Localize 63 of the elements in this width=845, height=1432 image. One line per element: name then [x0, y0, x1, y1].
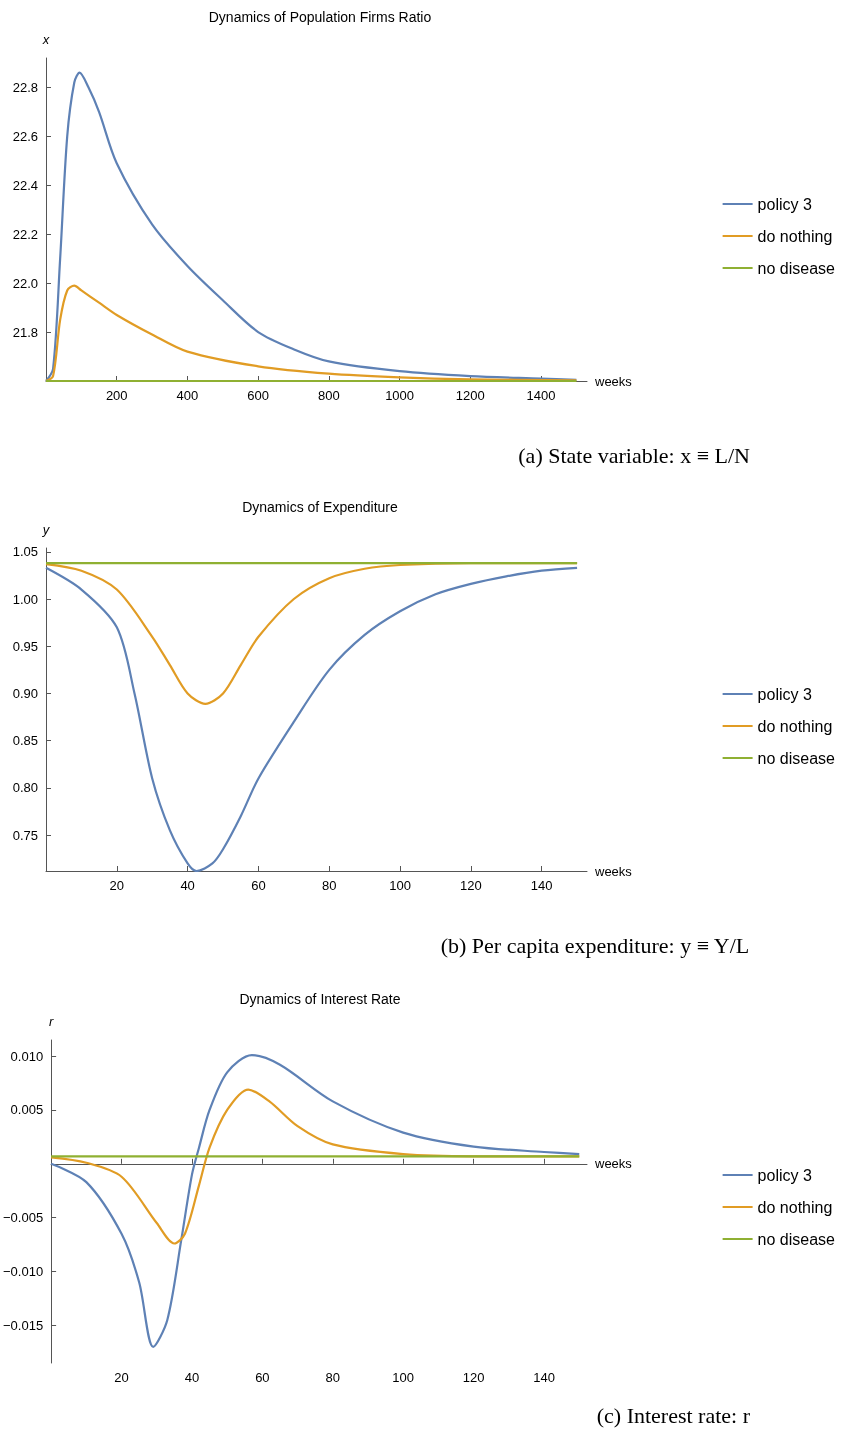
- x-tick-label: 600: [247, 388, 270, 403]
- y-tick-label: 22.2: [12, 226, 38, 242]
- text: (b) Per capita expenditure: y ≡ Y/L: [440, 932, 750, 958]
- line-series: [44, 566, 579, 873]
- x-tick-label: 100: [392, 1370, 415, 1385]
- x-tick-label: 200: [105, 388, 128, 403]
- x-axis-title: weeks: [594, 373, 633, 389]
- x-tick-label: 800: [318, 388, 340, 403]
- y-tick-label: 22.8: [12, 79, 38, 95]
- y-tick-label: 22.4: [12, 177, 38, 193]
- x-axis-title: weeks: [594, 1156, 633, 1172]
- y-tick-label: 22.0: [12, 275, 38, 291]
- x-tick-label: 40: [184, 1370, 200, 1385]
- y-tick-label: 0.005: [10, 1102, 44, 1118]
- y-axis-title: x: [41, 32, 50, 47]
- y-axis-title: y: [41, 522, 51, 537]
- legend-label: do nothing: [757, 717, 833, 735]
- legend-label: no disease: [757, 749, 836, 767]
- legend-label: no disease: [757, 1230, 836, 1248]
- legend-label: policy 3: [757, 195, 812, 213]
- x-tick-label: 20: [109, 878, 125, 893]
- line-series: [50, 1053, 581, 1348]
- x-tick-label: 140: [530, 878, 553, 893]
- x-tick-label: 40: [180, 878, 195, 893]
- x-tick-label: 60: [255, 1370, 270, 1385]
- chart-title: Dynamics of Expenditure: [242, 499, 399, 515]
- x-tick-label: 140: [533, 1370, 555, 1385]
- x-tick-label: 1000: [385, 388, 415, 403]
- y-tick-label: 1.00: [12, 591, 38, 607]
- y-tick-label: −0.005: [3, 1210, 44, 1226]
- y-tick-label: 21.8: [12, 324, 38, 340]
- x-tick-label: 120: [462, 1370, 485, 1385]
- legend-label: no disease: [757, 259, 836, 277]
- legend-label: policy 3: [757, 685, 812, 703]
- y-tick-label: 1.05: [12, 544, 38, 560]
- chart-title: Dynamics of Population Firms Ratio: [208, 9, 432, 25]
- x-tick-label: 80: [322, 878, 337, 893]
- y-axis-title: r: [48, 1014, 54, 1029]
- x-tick-label: 1200: [455, 388, 485, 403]
- y-tick-label: 0.90: [12, 685, 38, 701]
- legend-label: policy 3: [757, 1166, 812, 1184]
- y-tick-label: 0.010: [10, 1048, 44, 1064]
- x-tick-label: 80: [325, 1370, 341, 1385]
- x-tick-label: 1400: [526, 388, 556, 403]
- x-tick-label: 20: [114, 1370, 129, 1385]
- legend-label: do nothing: [757, 1198, 833, 1216]
- x-tick-label: 60: [251, 878, 266, 893]
- y-tick-label: −0.015: [3, 1317, 44, 1333]
- y-tick-label: 0.80: [12, 780, 38, 796]
- line-series: [44, 284, 578, 383]
- y-tick-label: 22.6: [12, 128, 38, 144]
- y-tick-label: 0.85: [12, 733, 38, 749]
- x-axis-title: weeks: [594, 863, 633, 879]
- y-tick-label: 0.75: [12, 827, 38, 843]
- x-tick-label: 100: [389, 878, 411, 893]
- text: (c) Interest rate: r: [596, 1402, 751, 1428]
- text: (a) State variable: x ≡ L/N: [518, 442, 751, 468]
- x-tick-label: 120: [460, 878, 482, 893]
- y-tick-label: 0.95: [12, 638, 38, 654]
- y-tick-label: −0.010: [3, 1263, 44, 1279]
- x-tick-label: 400: [176, 388, 199, 403]
- legend-label: do nothing: [757, 227, 833, 245]
- chart-title: Dynamics of Interest Rate: [239, 991, 401, 1007]
